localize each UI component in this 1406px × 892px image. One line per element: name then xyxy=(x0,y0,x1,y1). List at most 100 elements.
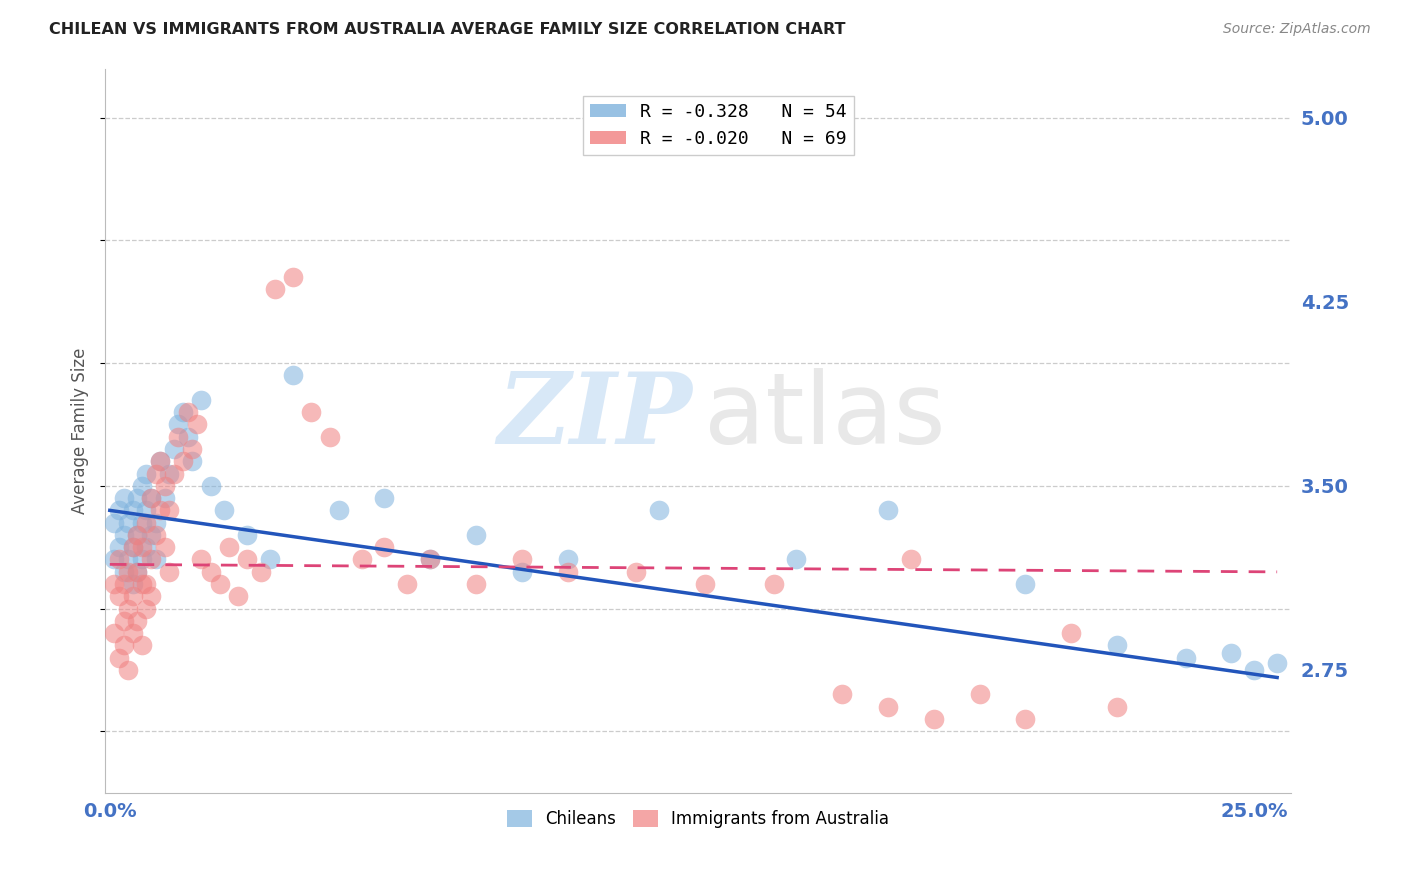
Point xyxy=(163,467,186,481)
Point xyxy=(281,270,304,285)
Point xyxy=(149,503,172,517)
Point xyxy=(157,503,180,517)
Point xyxy=(900,552,922,566)
Point xyxy=(145,552,167,566)
Point xyxy=(153,540,176,554)
Point xyxy=(117,516,139,530)
Point xyxy=(103,626,125,640)
Point xyxy=(135,467,157,481)
Point xyxy=(103,516,125,530)
Point xyxy=(186,417,208,432)
Text: CHILEAN VS IMMIGRANTS FROM AUSTRALIA AVERAGE FAMILY SIZE CORRELATION CHART: CHILEAN VS IMMIGRANTS FROM AUSTRALIA AVE… xyxy=(49,22,846,37)
Point xyxy=(557,552,579,566)
Point xyxy=(167,417,190,432)
Point xyxy=(131,577,153,591)
Point xyxy=(236,528,259,542)
Point xyxy=(139,589,162,603)
Point xyxy=(922,712,945,726)
Point xyxy=(135,516,157,530)
Point xyxy=(127,491,149,505)
Point xyxy=(236,552,259,566)
Point xyxy=(877,699,900,714)
Point xyxy=(1265,656,1288,670)
Point xyxy=(419,552,441,566)
Point xyxy=(176,405,198,419)
Point xyxy=(299,405,322,419)
Point xyxy=(112,614,135,628)
Point xyxy=(510,565,533,579)
Point xyxy=(121,577,143,591)
Point xyxy=(167,430,190,444)
Point xyxy=(328,503,350,517)
Point xyxy=(127,528,149,542)
Y-axis label: Average Family Size: Average Family Size xyxy=(72,347,89,514)
Point xyxy=(131,479,153,493)
Point xyxy=(121,626,143,640)
Point xyxy=(785,552,807,566)
Point xyxy=(157,565,180,579)
Point xyxy=(831,688,853,702)
Point xyxy=(263,282,285,296)
Point xyxy=(127,614,149,628)
Point xyxy=(1105,639,1128,653)
Point xyxy=(281,368,304,383)
Point xyxy=(117,565,139,579)
Legend: Chileans, Immigrants from Australia: Chileans, Immigrants from Australia xyxy=(501,804,896,835)
Point xyxy=(969,688,991,702)
Point xyxy=(172,454,194,468)
Point xyxy=(1060,626,1083,640)
Point xyxy=(117,663,139,677)
Point xyxy=(112,528,135,542)
Point xyxy=(250,565,273,579)
Point xyxy=(145,528,167,542)
Point xyxy=(112,639,135,653)
Point xyxy=(139,491,162,505)
Point xyxy=(163,442,186,456)
Point xyxy=(1174,650,1197,665)
Point xyxy=(131,516,153,530)
Point xyxy=(117,601,139,615)
Point xyxy=(145,516,167,530)
Point xyxy=(218,540,240,554)
Point xyxy=(131,552,153,566)
Point xyxy=(318,430,340,444)
Point xyxy=(135,540,157,554)
Point xyxy=(127,565,149,579)
Point xyxy=(1220,646,1243,660)
Point xyxy=(103,552,125,566)
Point xyxy=(121,540,143,554)
Point xyxy=(259,552,281,566)
Point xyxy=(419,552,441,566)
Point xyxy=(190,552,212,566)
Point xyxy=(149,454,172,468)
Point xyxy=(648,503,671,517)
Point xyxy=(121,503,143,517)
Point xyxy=(465,528,488,542)
Point xyxy=(396,577,419,591)
Point xyxy=(877,503,900,517)
Point xyxy=(112,491,135,505)
Point xyxy=(131,540,153,554)
Point xyxy=(145,467,167,481)
Text: ZIP: ZIP xyxy=(498,368,692,465)
Point xyxy=(626,565,648,579)
Point xyxy=(112,577,135,591)
Point xyxy=(176,430,198,444)
Point xyxy=(373,540,395,554)
Point xyxy=(139,491,162,505)
Point xyxy=(112,565,135,579)
Point xyxy=(208,577,231,591)
Point xyxy=(1014,577,1036,591)
Point xyxy=(117,552,139,566)
Point xyxy=(373,491,395,505)
Point xyxy=(212,503,235,517)
Point xyxy=(121,540,143,554)
Point xyxy=(181,454,204,468)
Point xyxy=(139,528,162,542)
Point xyxy=(200,565,222,579)
Point xyxy=(762,577,785,591)
Point xyxy=(135,503,157,517)
Point xyxy=(131,639,153,653)
Point xyxy=(157,467,180,481)
Point xyxy=(149,454,172,468)
